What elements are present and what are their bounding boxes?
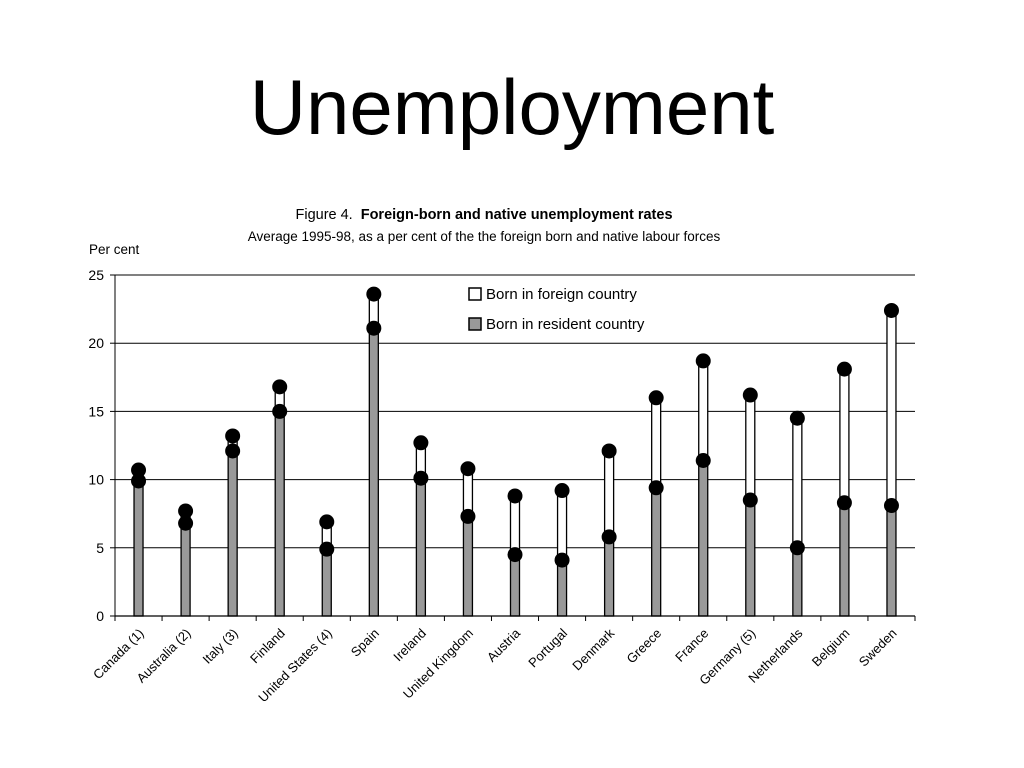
x-tick-label: Belgium — [809, 626, 853, 670]
point-foreign — [319, 514, 335, 530]
y-tick-label: 0 — [96, 608, 104, 624]
point-foreign — [742, 387, 758, 403]
bar-resident — [792, 547, 803, 617]
bar-foreign — [886, 309, 897, 507]
point-resident — [131, 473, 147, 489]
point-resident — [460, 508, 476, 524]
y-tick-label: 25 — [88, 267, 104, 283]
point-resident — [507, 547, 523, 563]
point-resident — [225, 443, 241, 459]
point-resident — [366, 320, 382, 336]
bar-resident — [745, 499, 756, 617]
bar-resident — [274, 410, 285, 617]
bar-resident — [368, 327, 379, 617]
x-tick-label: Italy (3) — [200, 626, 241, 667]
x-tick-label: Finland — [247, 626, 288, 667]
point-foreign — [836, 361, 852, 377]
point-resident — [554, 552, 570, 568]
bar-resident — [556, 559, 568, 617]
bar-resident — [509, 553, 521, 617]
x-tick-label: Denmark — [569, 625, 617, 673]
point-resident — [178, 515, 194, 531]
point-resident — [695, 453, 711, 469]
bar-resident — [462, 515, 474, 617]
point-foreign — [554, 483, 570, 499]
x-tick-label: France — [672, 626, 711, 665]
legend-label-resident: Born in resident country — [486, 316, 645, 333]
legend-label-foreign: Born in foreign country — [486, 286, 637, 303]
point-foreign — [178, 503, 194, 519]
point-foreign — [648, 390, 664, 406]
x-tick-label: Ireland — [390, 626, 429, 665]
y-tick-label: 5 — [96, 540, 104, 556]
point-resident — [789, 540, 805, 556]
y-axis-label: Per cent — [89, 242, 140, 257]
bars-layer — [131, 286, 899, 617]
point-resident — [413, 470, 429, 486]
point-foreign — [413, 435, 429, 451]
x-tick-label: Sweden — [856, 626, 900, 670]
legend-swatch-foreign — [468, 287, 482, 301]
bar-resident — [603, 536, 615, 617]
bar-resident — [415, 477, 427, 617]
bar-foreign — [556, 489, 568, 561]
chart-subtitle: Average 1995-98, as a per cent of the th… — [248, 229, 721, 244]
bar-resident — [651, 487, 662, 617]
x-tick-label: Greece — [624, 626, 665, 667]
point-resident — [601, 529, 617, 545]
bar-foreign — [745, 394, 756, 501]
bar-foreign — [651, 397, 662, 489]
point-foreign — [601, 443, 617, 459]
legend: Born in foreign country Born in resident… — [468, 286, 645, 333]
bar-foreign — [698, 360, 709, 462]
x-tick-label: Spain — [348, 626, 382, 660]
bar-resident — [698, 459, 709, 617]
y-tick-label: 20 — [88, 335, 104, 351]
x-tick-label: Portugal — [525, 625, 570, 670]
point-foreign — [460, 461, 476, 477]
bar-foreign — [792, 417, 803, 549]
point-foreign — [131, 462, 147, 478]
point-foreign — [507, 488, 523, 504]
figure-label: Figure 4. — [295, 207, 352, 223]
point-foreign — [789, 410, 805, 426]
chart-title: Foreign-born and native unemployment rat… — [361, 207, 673, 223]
bar-resident — [886, 504, 897, 617]
point-foreign — [225, 428, 241, 444]
x-tick-label: Austria — [484, 625, 524, 665]
point-foreign — [272, 379, 288, 395]
bar-foreign — [839, 368, 850, 504]
point-resident — [648, 480, 664, 496]
point-resident — [883, 498, 899, 514]
chart-title-line: Figure 4. Foreign-born and native unemplo… — [295, 207, 672, 223]
bar-foreign — [603, 450, 615, 538]
bar-resident — [321, 548, 332, 617]
grid-layer — [115, 274, 915, 549]
point-foreign — [883, 302, 899, 318]
point-resident — [319, 541, 335, 557]
point-resident — [742, 492, 758, 508]
bar-resident — [227, 450, 238, 617]
bar-foreign — [509, 495, 521, 556]
point-foreign — [695, 353, 711, 369]
y-tick-label: 15 — [88, 403, 104, 419]
bar-resident — [133, 480, 144, 617]
point-foreign — [366, 286, 382, 302]
bar-resident — [180, 522, 191, 617]
slide-title: Unemployment — [249, 63, 775, 151]
point-resident — [272, 403, 288, 419]
bar-resident — [839, 502, 850, 617]
point-resident — [836, 495, 852, 511]
y-tick-label: 10 — [88, 472, 104, 488]
legend-swatch-resident — [468, 317, 482, 331]
